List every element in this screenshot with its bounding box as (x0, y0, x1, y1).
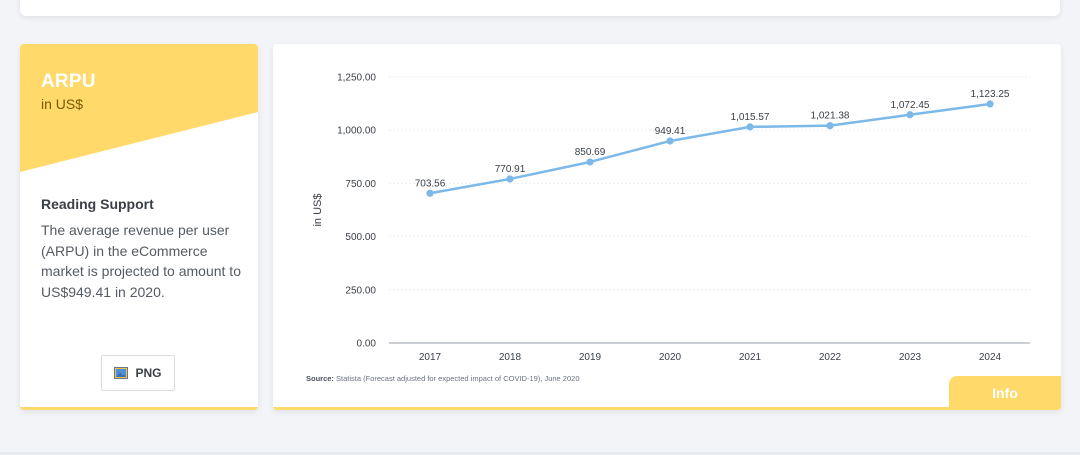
previous-card (20, 0, 1060, 16)
arpu-line-chart: 0.00 250.00 500.00 750.00 1,000.00 1,250.00 i… (312, 73, 1030, 363)
data-label: 1,072.45 (891, 100, 930, 111)
data-point[interactable] (826, 122, 834, 130)
reading-support-heading: Reading Support (41, 196, 154, 212)
x-tick-label: 2021 (739, 352, 762, 363)
y-tick-label: 500.00 (345, 232, 376, 243)
info-button-label: Info (992, 385, 1018, 401)
data-point[interactable] (906, 111, 914, 119)
data-label: 703.56 (415, 178, 446, 189)
arpu-series-line (428, 102, 992, 195)
kpi-unit: in US$ (41, 96, 84, 112)
reading-support-text: The average revenue per user (ARPU) in t… (41, 222, 241, 300)
y-tick-label: 1,250.00 (337, 73, 376, 84)
x-tick-label: 2023 (899, 352, 922, 363)
image-icon (114, 367, 129, 379)
x-tick-label: 2024 (979, 352, 1002, 363)
x-tick-label: 2022 (819, 352, 842, 363)
chart-card: 0.00 250.00 500.00 750.00 1,000.00 1,250.00 i… (273, 44, 1061, 410)
png-download-button[interactable]: PNG (101, 355, 175, 391)
data-label: 1,021.38 (811, 111, 850, 122)
source-text: Statista (Forecast adjusted for expected… (336, 374, 580, 383)
kpi-title: ARPU (41, 71, 96, 92)
y-tick-label: 250.00 (345, 285, 376, 296)
kpi-banner (20, 44, 258, 172)
data-point[interactable] (666, 137, 674, 145)
x-tick-label: 2017 (419, 352, 442, 363)
data-point[interactable] (746, 123, 754, 131)
x-tick-label: 2019 (579, 352, 602, 363)
x-tick-label: 2018 (499, 352, 522, 363)
png-download-label: PNG (135, 366, 162, 380)
next-card-edge (0, 452, 1080, 455)
source-note: Source: Statista (Forecast adjusted for … (306, 374, 580, 383)
y-axis-label: in US$ (312, 193, 324, 226)
data-point[interactable] (986, 100, 994, 108)
y-tick-label: 0.00 (357, 339, 377, 350)
y-tick-label: 1,000.00 (337, 126, 376, 137)
data-point[interactable] (506, 175, 514, 183)
data-label: 1,015.57 (731, 112, 770, 123)
info-button[interactable]: Info (949, 376, 1061, 410)
y-tick-label: 750.00 (345, 179, 376, 190)
data-point[interactable] (426, 189, 434, 197)
kpi-card: ARPU in US$ Reading Support The average … (20, 44, 258, 410)
source-label: Source: (306, 374, 334, 383)
data-label: 1,123.25 (971, 89, 1010, 100)
data-label: 850.69 (575, 147, 606, 158)
data-point[interactable] (586, 158, 594, 166)
chart-card-accent-line (273, 407, 1061, 410)
kpi-card-accent-line (20, 407, 258, 410)
data-label: 770.91 (495, 164, 526, 175)
x-tick-label: 2020 (659, 352, 682, 363)
data-label: 949.41 (655, 126, 686, 137)
